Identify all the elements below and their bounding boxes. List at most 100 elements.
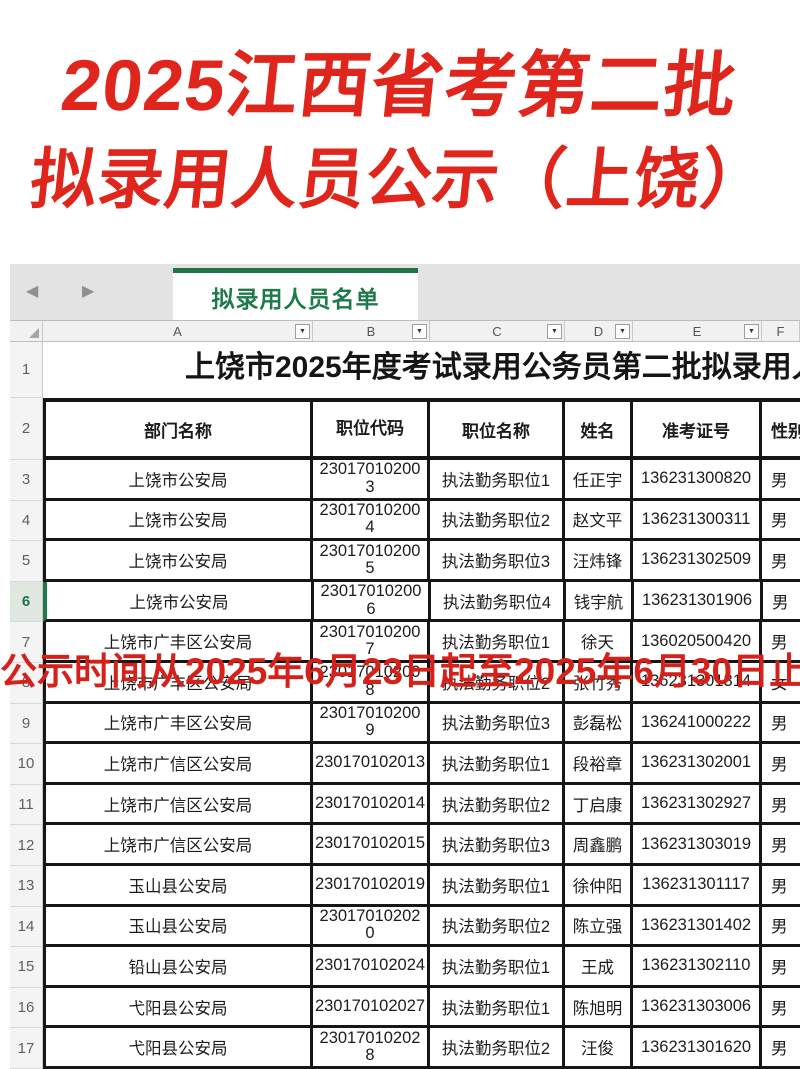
header-gender[interactable]: 性别 (771, 421, 800, 441)
cell-dept[interactable]: 上饶市公安局 (46, 541, 313, 579)
cell-ticket-number[interactable]: 136231301620 (633, 1028, 762, 1066)
row-number[interactable]: 7 (10, 622, 43, 663)
filter-dropdown-icon[interactable]: ▼ (615, 324, 630, 339)
cell-ticket-number[interactable]: 136231302509 (633, 541, 762, 579)
prev-sheet-arrow-icon[interactable]: ◀ (26, 283, 39, 300)
cell-name[interactable]: 任正宇 (565, 460, 633, 498)
cell-dept[interactable]: 弋阳县公安局 (46, 987, 313, 1026)
cell-gender[interactable]: 男 (771, 796, 788, 815)
sheet-tab[interactable]: 拟录用人员名单 (173, 268, 418, 320)
cell-dept[interactable]: 上饶市广信区公安局 (46, 744, 313, 782)
cell-dept[interactable]: 上饶市广丰区公安局 (46, 703, 313, 742)
filter-dropdown-icon[interactable]: ▼ (744, 324, 759, 339)
cell-position-code[interactable]: 23017010200 5 (313, 541, 430, 579)
row-number[interactable]: 9 (10, 703, 43, 745)
header-dept[interactable]: 部门名称 (46, 402, 313, 456)
cell-position-code[interactable]: 230170102019 (313, 865, 430, 904)
cell-dept[interactable]: 上饶市公安局 (46, 460, 313, 498)
cell-position-code[interactable]: 23017010202 8 (313, 1028, 430, 1066)
cell-dept[interactable]: 上饶市广信区公安局 (46, 784, 313, 823)
row-number[interactable]: 10 (10, 744, 43, 785)
cell-name[interactable]: 徐仲阳 (565, 865, 633, 904)
column-header-d[interactable]: D ▼ (565, 321, 633, 341)
column-header-b[interactable]: B ▼ (313, 321, 430, 341)
cell-position-name[interactable]: 执法勤务职位4 (431, 581, 566, 620)
cell-ticket-number[interactable]: 136231301314 (633, 662, 762, 701)
cell-dept[interactable]: 玉山县公安局 (46, 865, 313, 904)
header-position-name[interactable]: 职位名称 (430, 402, 565, 456)
cell-position-name[interactable]: 执法勤务职位2 (430, 784, 565, 823)
cell-gender[interactable]: 男 (771, 634, 788, 653)
cell-position-code[interactable]: 23017010200 9 (313, 703, 430, 742)
cell-name[interactable]: 张竹秀 (565, 662, 633, 701)
cell-position-code[interactable]: 23017010200 6 (314, 581, 431, 620)
row-number[interactable]: 4 (10, 500, 43, 542)
cell-ticket-number[interactable]: 136231301906 (634, 581, 763, 620)
cell-ticket-number[interactable]: 136231302110 (633, 947, 762, 985)
filter-dropdown-icon[interactable]: ▼ (547, 324, 562, 339)
cell-name[interactable]: 赵文平 (565, 500, 633, 539)
cell-gender[interactable]: 男 (771, 755, 788, 774)
cell-dept[interactable]: 上饶市广丰区公安局 (46, 622, 313, 660)
cell-position-name[interactable]: 执法勤务职位2 (430, 662, 565, 701)
cell-name[interactable]: 彭磊松 (565, 703, 633, 742)
cell-gender[interactable]: 男 (771, 552, 788, 571)
cell-position-name[interactable]: 执法勤务职位3 (430, 703, 565, 742)
cell-position-code[interactable]: 23017010202 0 (313, 906, 430, 945)
cell-gender[interactable]: 男 (771, 837, 788, 856)
cell-name[interactable]: 钱宇航 (566, 581, 634, 620)
cell-ticket-number[interactable]: 136231300820 (633, 460, 762, 498)
cell-gender[interactable]: 男 (771, 512, 788, 531)
cell-position-name[interactable]: 执法勤务职位1 (430, 460, 565, 498)
cell-dept[interactable]: 玉山县公安局 (46, 906, 313, 945)
cell-gender[interactable]: 男 (771, 999, 788, 1018)
cell-position-code[interactable]: 230170102024 (313, 947, 430, 985)
cell-position-name[interactable]: 执法勤务职位2 (430, 1028, 565, 1066)
row-number[interactable]: 8 (10, 662, 43, 704)
cell-ticket-number[interactable]: 136231301117 (633, 865, 762, 904)
cell-position-code[interactable]: 23017010200 7 (313, 622, 430, 660)
cell-name[interactable]: 汪俊 (565, 1028, 633, 1066)
row-number[interactable]: 6 (10, 581, 43, 623)
cell-ticket-number[interactable]: 136231302927 (633, 784, 762, 823)
filter-dropdown-icon[interactable]: ▼ (412, 324, 427, 339)
cell-position-name[interactable]: 执法勤务职位3 (430, 541, 565, 579)
row-number[interactable]: 5 (10, 541, 43, 582)
cell-position-name[interactable]: 执法勤务职位2 (430, 500, 565, 539)
header-ticket-number[interactable]: 准考证号 (633, 402, 762, 456)
row-number[interactable]: 2 (10, 398, 43, 460)
cell-name[interactable]: 陈立强 (565, 906, 633, 945)
cell-name[interactable]: 徐天 (565, 622, 633, 660)
cell-ticket-number[interactable]: 136241000222 (633, 703, 762, 742)
cell-position-code[interactable]: 230170102013 (313, 744, 430, 782)
cell-dept[interactable]: 上饶市广信区公安局 (46, 825, 313, 863)
cell-position-name[interactable]: 执法勤务职位1 (430, 622, 565, 660)
sheet-title-cell[interactable]: 上饶市2025年度考试录用公务员第二批拟录用人员公示 (185, 351, 800, 384)
header-position-code[interactable]: 职位代码 (313, 402, 430, 456)
cell-gender[interactable]: 男 (771, 715, 788, 734)
cell-name[interactable]: 丁启康 (565, 784, 633, 823)
row-number[interactable]: 3 (10, 460, 43, 501)
header-name[interactable]: 姓名 (565, 402, 633, 456)
cell-gender[interactable]: 男 (771, 471, 788, 490)
row-number[interactable]: 14 (10, 906, 43, 948)
row-number[interactable]: 16 (10, 987, 43, 1029)
cell-gender[interactable]: 男 (771, 877, 788, 896)
cell-position-name[interactable]: 执法勤务职位1 (430, 744, 565, 782)
cell-dept[interactable]: 上饶市公安局 (47, 581, 314, 620)
cell-ticket-number[interactable]: 136231302001 (633, 744, 762, 782)
cell-position-code[interactable]: 230170102015 (313, 825, 430, 863)
cell-ticket-number[interactable]: 136231300311 (633, 500, 762, 539)
column-header-c[interactable]: C ▼ (430, 321, 565, 341)
cell-name[interactable]: 王成 (565, 947, 633, 985)
select-all-corner[interactable] (10, 321, 43, 341)
cell-gender[interactable]: 男 (771, 958, 788, 977)
cell-gender[interactable]: 男 (772, 593, 789, 612)
cell-position-code[interactable]: 23017010200 8 (313, 662, 430, 701)
filter-dropdown-icon[interactable]: ▼ (295, 324, 310, 339)
cell-position-name[interactable]: 执法勤务职位3 (430, 825, 565, 863)
cell-gender[interactable]: 女 (771, 674, 788, 693)
cell-gender[interactable]: 男 (771, 918, 788, 937)
cell-dept[interactable]: 上饶市广丰区公安局 (46, 662, 313, 701)
column-header-e[interactable]: E ▼ (633, 321, 762, 341)
